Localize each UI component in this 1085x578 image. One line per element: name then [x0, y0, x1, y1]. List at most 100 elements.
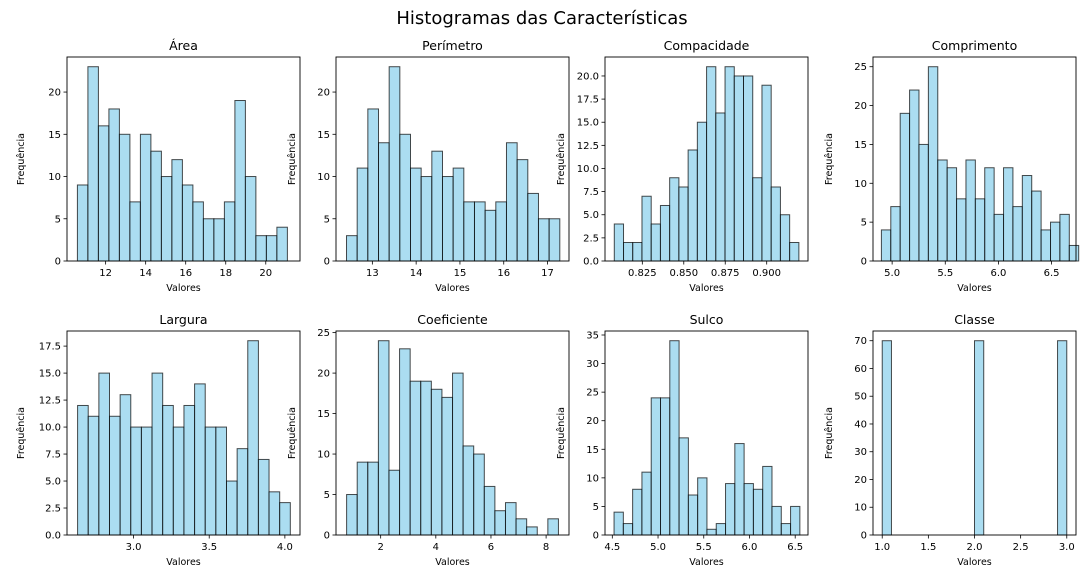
y-axis-label: Frequência	[16, 133, 27, 185]
y-tick-label: 5	[324, 490, 330, 501]
histogram-bar	[515, 518, 528, 536]
histogram-bar	[346, 494, 358, 536]
histogram-bar	[399, 133, 411, 262]
histogram-bar	[430, 388, 443, 536]
y-tick-label: 17.5	[577, 95, 599, 106]
y-tick-label: 5.0	[45, 477, 61, 488]
histogram-bar	[733, 75, 745, 262]
y-tick-label: 25	[854, 62, 867, 73]
y-tick-label: 5	[55, 214, 61, 225]
histogram-bar	[1050, 221, 1061, 262]
histogram-bar	[880, 229, 892, 262]
histogram-bar	[770, 186, 781, 262]
histogram-bar	[255, 235, 267, 262]
x-tick-label: 5.5	[696, 542, 712, 553]
histogram-bar	[494, 510, 506, 536]
y-tick-label: 0	[861, 531, 867, 542]
x-tick-label: 0.875	[711, 268, 740, 279]
histogram-bar	[452, 167, 465, 262]
histogram-bar	[367, 461, 379, 536]
histogram-bar	[378, 142, 390, 262]
histogram-bar	[192, 201, 204, 262]
y-tick-label: 20	[48, 88, 61, 99]
histogram-bar	[660, 397, 671, 536]
x-axis-label: Valores	[689, 283, 724, 294]
histogram-bar	[194, 383, 206, 536]
y-tick-label: 0	[324, 531, 330, 542]
y-axis-label: Frequência	[287, 407, 298, 459]
histogram-panel: 13 14 15 16 17 0 5 10 15 20 Perímetro Valores Frequê…	[287, 38, 570, 294]
x-tick-label: 17	[541, 268, 554, 279]
y-axis-label: Frequência	[287, 133, 298, 185]
y-tick-label: 12.5	[39, 396, 61, 407]
histogram-bar	[687, 494, 699, 536]
histogram-bar	[257, 458, 270, 536]
y-tick-label: 30	[854, 447, 867, 458]
histogram-panel: 0.825 0.850 0.875 0.900 0.0 2.5 5.0 7.5 10.0 12.5…	[556, 38, 809, 294]
histogram-bar	[234, 100, 246, 262]
histogram-bar	[484, 209, 497, 262]
histogram-bar	[946, 167, 958, 262]
histogram-bar	[452, 372, 464, 536]
histogram-bar	[1021, 175, 1033, 262]
histogram-bar	[761, 84, 772, 262]
histogram-bar	[181, 184, 194, 262]
y-tick-label: 20	[586, 416, 599, 427]
histogram-bar	[993, 213, 1005, 262]
y-tick-label: 2.5	[583, 233, 599, 244]
histogram-bar	[483, 485, 496, 536]
histogram-bar	[956, 198, 967, 262]
y-tick-label: 25	[586, 388, 599, 399]
x-tick-label: 14	[139, 268, 152, 279]
histogram-panel: 2 4 6 8 0 5 10 15 20 25 Coeficiente Valores Frequênc…	[287, 312, 570, 568]
x-tick-label: 16	[179, 268, 192, 279]
histogram-bar	[119, 394, 132, 536]
x-tick-label: 16	[497, 268, 510, 279]
y-axis-label: Frequência	[556, 133, 567, 185]
histogram-bar	[918, 143, 929, 262]
histogram-bar	[1031, 190, 1042, 262]
histogram-bar	[516, 159, 529, 262]
histogram-bar	[236, 448, 249, 536]
histogram-panel: 4.5 5.0 5.5 6.0 6.5 0 5 10 15 20 25 30 35 Sulco Valore…	[556, 312, 809, 568]
histogram-bar	[622, 523, 634, 536]
x-tick-label: 12	[99, 268, 112, 279]
axes-frame	[604, 330, 809, 536]
histogram-bar	[388, 469, 401, 536]
histogram-bar	[441, 176, 454, 262]
x-tick-label: 4.0	[277, 542, 293, 553]
histogram-bar	[505, 142, 518, 262]
y-tick-label: 10.0	[577, 164, 599, 175]
x-tick-label: 3.5	[201, 542, 217, 553]
y-tick-label: 70	[854, 336, 867, 347]
histogram-bar	[965, 159, 976, 262]
y-tick-label: 10	[854, 179, 867, 190]
y-tick-label: 10	[586, 473, 599, 484]
x-tick-label: 6.5	[1044, 268, 1060, 279]
histogram-bar	[215, 426, 227, 536]
x-axis-label: Valores	[166, 283, 201, 294]
histogram-bar	[641, 471, 652, 536]
x-axis-label: Valores	[689, 557, 724, 568]
histogram-bar	[790, 505, 801, 536]
histogram-bar	[172, 426, 185, 536]
x-tick-label: 0.850	[669, 268, 698, 279]
histogram-bar	[140, 426, 153, 536]
histogram-bar	[650, 223, 661, 262]
y-tick-label: 35	[586, 331, 599, 342]
histogram-bar	[108, 415, 121, 536]
histogram-bar	[463, 201, 475, 262]
subplot-title: Área	[169, 38, 198, 53]
axes-frame	[335, 56, 570, 262]
histogram-bar	[77, 404, 89, 536]
y-tick-label: 2.5	[45, 504, 61, 515]
histogram-bar	[780, 523, 792, 536]
histogram-bar	[76, 184, 89, 262]
x-tick-label: 0.825	[628, 268, 657, 279]
subplot-title: Perímetro	[422, 38, 483, 53]
histogram-bar	[118, 133, 131, 262]
x-tick-label: 5.0	[650, 542, 666, 553]
histogram-bar	[171, 159, 183, 262]
histogram-bar	[420, 380, 432, 536]
